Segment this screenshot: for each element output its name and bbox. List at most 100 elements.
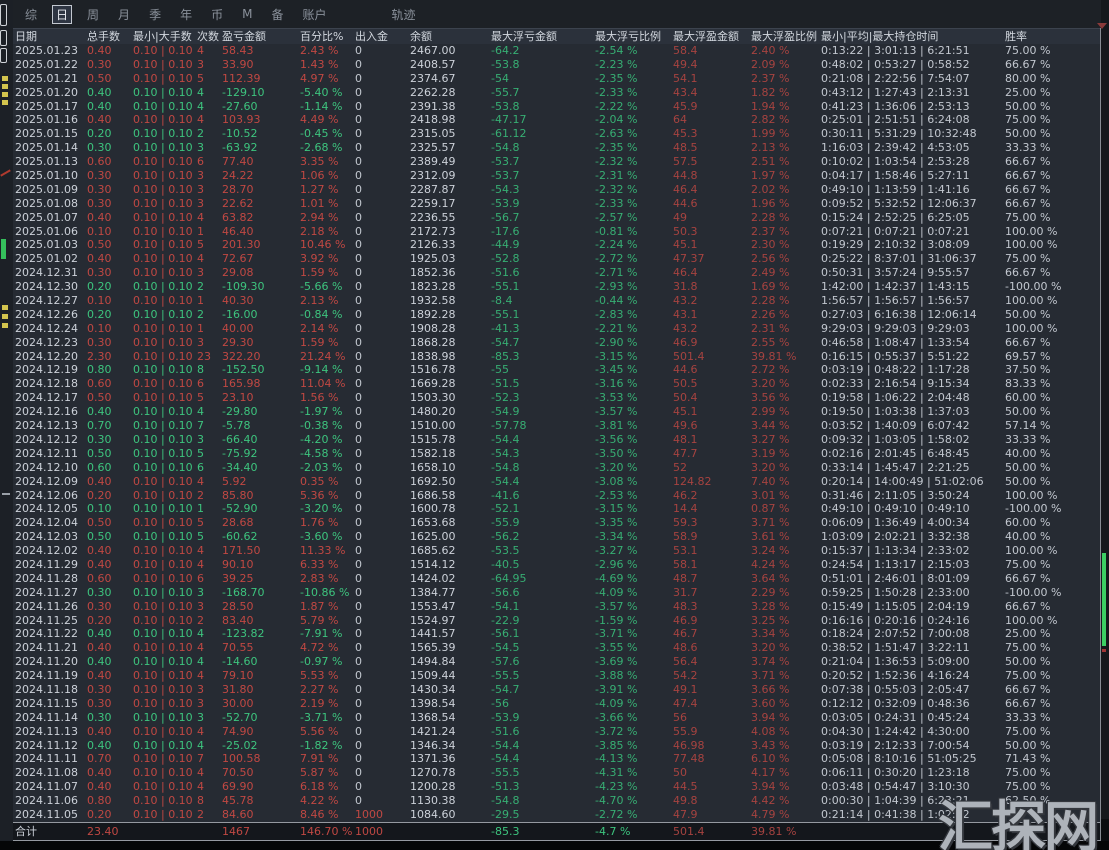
table-row[interactable]: 2024.12.23 0.30 0.10 | 0.10 3 29.30 1.59 % 0 18…	[13, 336, 1100, 350]
cell: 0:19:50 | 1:03:38 | 1:37:03	[821, 405, 970, 419]
table-row[interactable]: 2024.12.06 0.20 0.10 | 0.10 2 85.80 5.36 % 0 16…	[13, 489, 1100, 503]
table-row[interactable]: 2025.01.20 0.40 0.10 | 0.10 4 -129.10 -5.40 %…	[13, 86, 1100, 100]
table-row[interactable]: 2024.12.13 0.70 0.10 | 0.10 7 -5.78 -0.38 % 0 1…	[13, 419, 1100, 433]
table-row[interactable]: 2024.11.19 0.40 0.10 | 0.10 4 79.10 5.53 % 0 15…	[13, 669, 1100, 683]
menu-item-1[interactable]: 日	[52, 4, 73, 24]
table-row[interactable]: 2025.01.10 0.30 0.10 | 0.10 3 24.22 1.06 % 0 23…	[13, 169, 1100, 183]
table-row[interactable]: 2025.01.21 0.50 0.10 | 0.10 5 112.39 4.97 % 0 2…	[13, 72, 1100, 86]
total-cell: 146.70 %	[300, 825, 353, 838]
cell: 58.4	[673, 44, 698, 57]
table-row[interactable]: 2025.01.13 0.60 0.10 | 0.10 6 77.40 3.35 % 0 23…	[13, 155, 1100, 169]
cell: 0.10 | 0.10	[133, 502, 193, 516]
table-row[interactable]: 2025.01.03 0.50 0.10 | 0.10 5 201.30 10.46 % 0…	[13, 238, 1100, 252]
cell: 4	[197, 738, 204, 752]
column-header-0[interactable]: 日期	[15, 30, 37, 43]
column-header-13[interactable]: 胜率	[1005, 30, 1027, 43]
table-row[interactable]: 2025.01.15 0.20 0.10 | 0.10 2 -10.52 -0.45 % 0…	[13, 127, 1100, 141]
cell: 0.10 | 0.10	[133, 127, 193, 141]
table-row[interactable]: 2024.11.05 0.20 0.10 | 0.10 2 84.60 8.46 % 100…	[13, 808, 1100, 822]
menu-item-6[interactable]: 币	[211, 7, 224, 22]
column-header-8[interactable]: 最大浮亏金额	[491, 30, 557, 43]
cell: -56.7	[491, 210, 520, 224]
cell: 0.40	[87, 655, 112, 669]
menu-item-0[interactable]: 综	[25, 7, 38, 22]
column-header-4[interactable]: 盈亏金额	[222, 30, 266, 43]
column-header-9[interactable]: 最大浮亏比例	[595, 30, 661, 43]
table-row[interactable]: 2024.11.26 0.30 0.10 | 0.10 3 28.50 1.87 % 0 15…	[13, 600, 1100, 614]
column-header-6[interactable]: 出入金	[355, 30, 388, 43]
cell: -53.5	[491, 544, 520, 558]
table-row[interactable]: 2024.11.27 0.30 0.10 | 0.10 3 -168.70 -10.86 …	[13, 586, 1100, 600]
table-row[interactable]: 2024.12.10 0.60 0.10 | 0.10 6 -34.40 -2.03 % 0…	[13, 461, 1100, 475]
table-row[interactable]: 2025.01.07 0.40 0.10 | 0.10 4 63.82 2.94 % 0 22…	[13, 211, 1100, 225]
menu-item-4[interactable]: 季	[149, 7, 162, 22]
column-header-3[interactable]: 次数	[197, 30, 219, 43]
cell: 66.67 %	[1005, 169, 1051, 183]
table-row[interactable]: 2024.12.18 0.60 0.10 | 0.10 6 165.98 11.04 % 0…	[13, 377, 1100, 391]
menu-item-7[interactable]: M	[242, 7, 253, 21]
cell: 0.10 | 0.10	[133, 780, 193, 794]
table-row[interactable]: 2024.12.26 0.20 0.10 | 0.10 2 -16.00 -0.84 % 0…	[13, 308, 1100, 322]
table-row[interactable]: 2024.11.11 0.70 0.10 | 0.10 7 100.58 7.91 % 0 1…	[13, 752, 1100, 766]
table-row[interactable]: 2024.12.03 0.50 0.10 | 0.10 5 -60.62 -3.60 % 0…	[13, 530, 1100, 544]
cell: 47.9	[673, 807, 698, 821]
table-row[interactable]: 2024.11.25 0.20 0.10 | 0.10 2 83.40 5.79 % 0 15…	[13, 614, 1100, 628]
table-row[interactable]: 2025.01.08 0.30 0.10 | 0.10 3 22.62 1.01 % 0 22…	[13, 197, 1100, 211]
table-row[interactable]: 2025.01.02 0.40 0.10 | 0.10 4 72.67 3.92 % 0 19…	[13, 252, 1100, 266]
menu-item-8[interactable]: 备	[271, 7, 284, 22]
cell: 1600.78	[410, 502, 456, 516]
column-header-12[interactable]: 最小|平均|最大持仓时间	[821, 30, 939, 43]
table-row[interactable]: 2024.12.24 0.10 0.10 | 0.10 1 40.00 2.14 % 0 19…	[13, 322, 1100, 336]
table-row[interactable]: 2025.01.14 0.30 0.10 | 0.10 3 -63.92 -2.68 % 0…	[13, 141, 1100, 155]
table-row[interactable]: 2025.01.17 0.40 0.10 | 0.10 4 -27.60 -1.14 % 0…	[13, 100, 1100, 114]
column-header-5[interactable]: 百分比%	[300, 30, 344, 43]
table-row[interactable]: 2024.11.15 0.30 0.10 | 0.10 3 30.00 2.19 % 0 13…	[13, 697, 1100, 711]
table-row[interactable]: 2024.11.28 0.60 0.10 | 0.10 6 39.25 2.83 % 0 14…	[13, 572, 1100, 586]
table-row[interactable]: 2024.12.19 0.80 0.10 | 0.10 8 -152.50 -9.14 %…	[13, 363, 1100, 377]
table-row[interactable]: 2025.01.22 0.30 0.10 | 0.10 3 33.90 1.43 % 0 24…	[13, 58, 1100, 72]
table-row[interactable]: 2024.12.20 2.30 0.10 | 0.10 23 322.20 21.24 %…	[13, 350, 1100, 364]
column-header-2[interactable]: 最小|大手数	[133, 30, 192, 43]
table-row[interactable]: 2025.01.06 0.10 0.10 | 0.10 1 46.40 2.18 % 0 21…	[13, 225, 1100, 239]
table-row[interactable]: 2025.01.16 0.40 0.10 | 0.10 4 103.93 4.49 % 0 2…	[13, 113, 1100, 127]
cell: 0:51:01 | 2:46:01 | 8:01:09	[821, 571, 970, 585]
table-row[interactable]: 2024.11.21 0.40 0.10 | 0.10 4 70.55 4.72 % 0 15…	[13, 641, 1100, 655]
column-header-1[interactable]: 总手数	[87, 30, 120, 43]
table-row[interactable]: 2024.12.09 0.40 0.10 | 0.10 4 5.92 0.35 % 0 169…	[13, 475, 1100, 489]
table-row[interactable]: 2024.11.14 0.30 0.10 | 0.10 3 -52.70 -3.71 % 0…	[13, 711, 1100, 725]
column-header-7[interactable]: 余额	[410, 30, 432, 43]
table-row[interactable]: 2024.12.16 0.40 0.10 | 0.10 4 -29.80 -1.97 % 0…	[13, 405, 1100, 419]
table-row[interactable]: 2024.12.17 0.50 0.10 | 0.10 5 23.10 1.56 % 0 15…	[13, 391, 1100, 405]
cell: 0	[355, 752, 362, 766]
table-row[interactable]: 2025.01.23 0.40 0.10 | 0.10 4 58.43 2.43 % 0 24…	[13, 44, 1100, 58]
menu-item-5[interactable]: 年	[180, 7, 193, 22]
table-row[interactable]: 2024.12.05 0.10 0.10 | 0.10 1 -52.90 -3.20 % 0…	[13, 502, 1100, 516]
table-row[interactable]: 2024.11.08 0.40 0.10 | 0.10 4 70.50 5.87 % 0 12…	[13, 766, 1100, 780]
cell: 0:00:30 | 1:04:39 | 6:23:21	[821, 794, 970, 808]
cell: -3.66 %	[595, 710, 638, 724]
column-header-11[interactable]: 最大浮盈比例	[751, 30, 817, 43]
table-row[interactable]: 2024.12.04 0.50 0.10 | 0.10 5 28.68 1.76 % 0 16…	[13, 516, 1100, 530]
column-header-10[interactable]: 最大浮盈金额	[673, 30, 739, 43]
table-row[interactable]: 2024.11.22 0.40 0.10 | 0.10 4 -123.82 -7.91 %…	[13, 627, 1100, 641]
table-row[interactable]: 2024.12.31 0.30 0.10 | 0.10 3 29.08 1.59 % 0 18…	[13, 266, 1100, 280]
table-row[interactable]: 2025.01.09 0.30 0.10 | 0.10 3 28.70 1.27 % 0 22…	[13, 183, 1100, 197]
table-row[interactable]: 2024.11.18 0.30 0.10 | 0.10 3 31.80 2.27 % 0 14…	[13, 683, 1100, 697]
menu-item-2[interactable]: 周	[87, 7, 100, 22]
menu-item-9[interactable]: 账户	[302, 7, 327, 22]
table-row[interactable]: 2024.12.02 0.40 0.10 | 0.10 4 171.50 11.33 % 0…	[13, 544, 1100, 558]
table-row[interactable]: 2024.12.11 0.50 0.10 | 0.10 5 -75.92 -4.58 % 0…	[13, 447, 1100, 461]
table-row[interactable]: 2024.11.06 0.80 0.10 | 0.10 8 45.78 4.22 % 0 11…	[13, 794, 1100, 808]
menu-item-3[interactable]: 月	[118, 7, 131, 22]
background-window-left-edge	[0, 0, 13, 841]
table-row[interactable]: 2024.12.12 0.30 0.10 | 0.10 3 -66.40 -4.20 % 0…	[13, 433, 1100, 447]
table-row[interactable]: 2024.11.29 0.40 0.10 | 0.10 4 90.10 6.33 % 0 15…	[13, 558, 1100, 572]
table-row[interactable]: 2024.12.30 0.20 0.10 | 0.10 2 -109.30 -5.66 %…	[13, 280, 1100, 294]
menu-item-trail[interactable]: 轨迹	[391, 7, 416, 22]
scroll-arrow-icon[interactable]	[1097, 23, 1107, 29]
table-row[interactable]: 2024.11.20 0.40 0.10 | 0.10 4 -14.60 -0.97 % 0…	[13, 655, 1100, 669]
table-row[interactable]: 2024.11.07 0.40 0.10 | 0.10 4 69.90 6.18 % 0 12…	[13, 780, 1100, 794]
table-row[interactable]: 2024.12.27 0.10 0.10 | 0.10 1 40.30 2.13 % 0 19…	[13, 294, 1100, 308]
table-row[interactable]: 2024.11.12 0.40 0.10 | 0.10 4 -25.02 -1.82 % 0…	[13, 739, 1100, 753]
table-row[interactable]: 2024.11.13 0.40 0.10 | 0.10 4 74.90 5.56 % 0 14…	[13, 725, 1100, 739]
